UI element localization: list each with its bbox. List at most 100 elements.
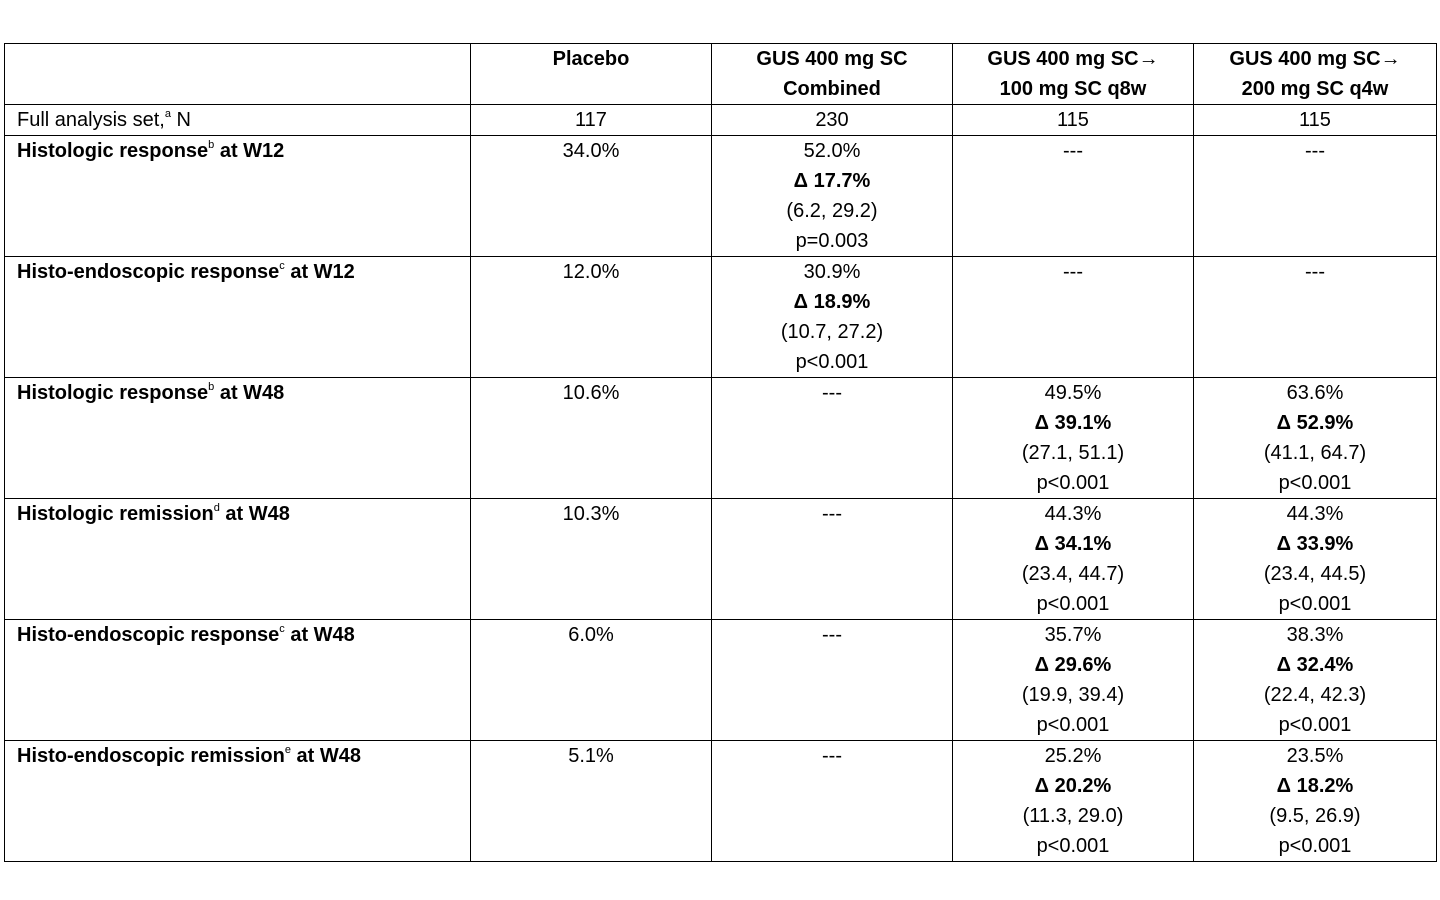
confidence-interval: (41.1, 64.7) bbox=[1263, 442, 1367, 464]
confidence-interval: (23.4, 44.5) bbox=[1263, 563, 1367, 585]
not-applicable: --- bbox=[822, 745, 842, 767]
row-label-text: Histo-endoscopic remission bbox=[17, 745, 285, 767]
cell-gus-q4w: --- bbox=[1193, 256, 1437, 378]
rate-value: 63.6% bbox=[1286, 382, 1344, 404]
table-row: Histo-endoscopic remissione at W48 5.1% … bbox=[4, 740, 1437, 862]
row-label: Histo-endoscopic responsec at W12 bbox=[4, 256, 471, 378]
table-row: Histo-endoscopic responsec at W12 12.0% … bbox=[4, 256, 1437, 378]
row-label-suffix: N bbox=[170, 109, 191, 131]
delta-value: Δ 20.2% bbox=[1034, 775, 1112, 797]
not-applicable: --- bbox=[822, 624, 842, 646]
row-label-suffix: at W48 bbox=[290, 745, 361, 767]
p-value: p<0.001 bbox=[1278, 714, 1352, 736]
cell-gus-q8w: 49.5% Δ 39.1% (27.1, 51.1) p<0.001 bbox=[952, 377, 1194, 499]
cell-placebo: 5.1% bbox=[470, 740, 712, 862]
delta-value: Δ 39.1% bbox=[1034, 412, 1112, 434]
n-placebo: 117 bbox=[470, 104, 712, 136]
p-value: p=0.003 bbox=[795, 230, 869, 252]
delta-value: Δ 29.6% bbox=[1034, 654, 1112, 676]
rate-value: 10.6% bbox=[562, 382, 620, 404]
cell-gus-q4w: 38.3% Δ 32.4% (22.4, 42.3) p<0.001 bbox=[1193, 619, 1437, 741]
row-label: Full analysis set,a N bbox=[4, 104, 471, 136]
p-value: p<0.001 bbox=[1278, 593, 1352, 615]
delta-value: Δ 33.9% bbox=[1276, 533, 1354, 555]
cell-gus-q8w: 25.2% Δ 20.2% (11.3, 29.0) p<0.001 bbox=[952, 740, 1194, 862]
header-gus-q8w: GUS 400 mg SC→ 100 mg SC q8w bbox=[952, 43, 1194, 105]
rate-value: 34.0% bbox=[562, 140, 620, 162]
rate-value: 25.2% bbox=[1044, 745, 1102, 767]
cell-placebo: 34.0% bbox=[470, 135, 712, 257]
not-applicable: --- bbox=[822, 503, 842, 525]
rate-value: 10.3% bbox=[562, 503, 620, 525]
confidence-interval: (22.4, 42.3) bbox=[1263, 684, 1367, 706]
cell-gus-combined: --- bbox=[711, 740, 953, 862]
cell-gus-combined: --- bbox=[711, 377, 953, 499]
not-applicable: --- bbox=[1063, 140, 1083, 162]
table-row: Histologic responseb at W48 10.6% --- 49… bbox=[4, 377, 1437, 499]
row-label-text: Histologic response bbox=[17, 382, 209, 404]
delta-value: Δ 32.4% bbox=[1276, 654, 1354, 676]
row-label-suffix: at W12 bbox=[214, 140, 285, 162]
rate-value: 12.0% bbox=[562, 261, 620, 283]
delta-value: Δ 52.9% bbox=[1276, 412, 1354, 434]
cell-gus-q8w: 35.7% Δ 29.6% (19.9, 39.4) p<0.001 bbox=[952, 619, 1194, 741]
footnote-marker: c bbox=[279, 260, 285, 272]
header-gus-q8w-line1: GUS 400 mg SC→ bbox=[987, 48, 1159, 70]
footnote-marker: b bbox=[208, 139, 215, 151]
header-gus-q4w-line1: GUS 400 mg SC→ bbox=[1229, 48, 1401, 70]
rate-value: 44.3% bbox=[1044, 503, 1102, 525]
delta-value: Δ 17.7% bbox=[793, 170, 871, 192]
row-label: Histologic responseb at W48 bbox=[4, 377, 471, 499]
table-row: Histologic responseb at W12 34.0% 52.0% … bbox=[4, 135, 1437, 257]
n-gus-combined: 230 bbox=[711, 104, 953, 136]
header-label-cell bbox=[4, 43, 471, 105]
footnote-marker: d bbox=[213, 502, 220, 514]
row-label-text: Histologic response bbox=[17, 140, 209, 162]
cell-gus-q4w: 23.5% Δ 18.2% (9.5, 26.9) p<0.001 bbox=[1193, 740, 1437, 862]
header-gus-q4w: GUS 400 mg SC→ 200 mg SC q4w bbox=[1193, 43, 1437, 105]
header-placebo: Placebo bbox=[470, 43, 712, 105]
header-gus-combined-line2: Combined bbox=[783, 78, 881, 100]
cell-placebo: 10.6% bbox=[470, 377, 712, 499]
header-row: Placebo GUS 400 mg SC Combined GUS 400 m… bbox=[4, 43, 1437, 105]
cell-gus-combined: --- bbox=[711, 619, 953, 741]
cell-gus-q8w: --- bbox=[952, 135, 1194, 257]
table-row: Histo-endoscopic responsec at W48 6.0% -… bbox=[4, 619, 1437, 741]
p-value: p<0.001 bbox=[1278, 835, 1352, 857]
row-label-text: Histo-endoscopic response bbox=[17, 624, 280, 646]
rate-value: 35.7% bbox=[1044, 624, 1102, 646]
rate-value: 23.5% bbox=[1286, 745, 1344, 767]
footnote-marker: b bbox=[208, 381, 215, 393]
results-table: Placebo GUS 400 mg SC Combined GUS 400 m… bbox=[4, 43, 1437, 862]
cell-gus-q8w: --- bbox=[952, 256, 1194, 378]
n-gus-q4w: 115 bbox=[1193, 104, 1437, 136]
cell-gus-q4w: --- bbox=[1193, 135, 1437, 257]
footnote-marker: a bbox=[164, 108, 171, 120]
p-value: p<0.001 bbox=[1036, 835, 1110, 857]
cell-gus-q4w: 44.3% Δ 33.9% (23.4, 44.5) p<0.001 bbox=[1193, 498, 1437, 620]
row-label: Histologic responseb at W12 bbox=[4, 135, 471, 257]
p-value: p<0.001 bbox=[1036, 593, 1110, 615]
row-label: Histo-endoscopic remissione at W48 bbox=[4, 740, 471, 862]
row-label: Histo-endoscopic responsec at W48 bbox=[4, 619, 471, 741]
delta-value: Δ 18.2% bbox=[1276, 775, 1354, 797]
header-gus-combined-line1: GUS 400 mg SC bbox=[756, 48, 908, 70]
confidence-interval: (10.7, 27.2) bbox=[780, 321, 884, 343]
row-label-suffix: at W48 bbox=[284, 624, 355, 646]
header-gus-q8w-line2: 100 mg SC q8w bbox=[999, 78, 1147, 100]
p-value: p<0.001 bbox=[1036, 714, 1110, 736]
delta-value: Δ 34.1% bbox=[1034, 533, 1112, 555]
not-applicable: --- bbox=[1305, 140, 1325, 162]
rate-value: 6.0% bbox=[568, 624, 614, 646]
cell-gus-combined: 52.0% Δ 17.7% (6.2, 29.2) p=0.003 bbox=[711, 135, 953, 257]
cell-placebo: 6.0% bbox=[470, 619, 712, 741]
footnote-marker: c bbox=[279, 623, 285, 635]
rate-value: 5.1% bbox=[568, 745, 614, 767]
row-label-text: Histologic remission bbox=[17, 503, 214, 525]
row-label-suffix: at W12 bbox=[284, 261, 355, 283]
cell-gus-combined: 30.9% Δ 18.9% (10.7, 27.2) p<0.001 bbox=[711, 256, 953, 378]
confidence-interval: (11.3, 29.0) bbox=[1022, 805, 1124, 827]
rate-value: 30.9% bbox=[803, 261, 861, 283]
delta-value: Δ 18.9% bbox=[793, 291, 871, 313]
row-label-suffix: at W48 bbox=[214, 382, 285, 404]
